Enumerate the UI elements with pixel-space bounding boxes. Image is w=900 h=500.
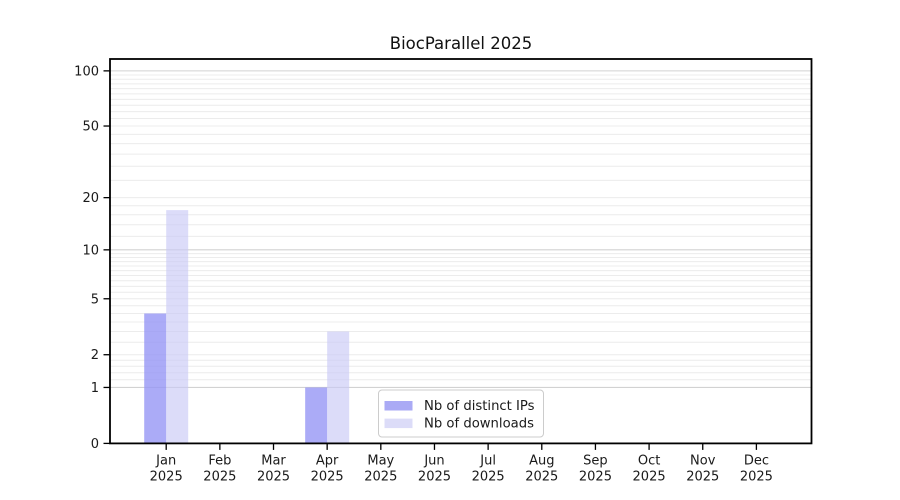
x-tick-label-year: 2025 (150, 470, 183, 485)
x-tick-label-month: Jun (423, 454, 444, 469)
y-tick-label: 10 (82, 243, 99, 258)
bar-nb-of-distinct-ips (144, 313, 167, 444)
bar-nb-of-distinct-ips (305, 387, 328, 444)
y-tick-label: 0 (91, 437, 99, 452)
x-tick-label-month: Apr (316, 454, 339, 469)
legend-swatch (384, 418, 413, 429)
x-tick-label-month: Nov (690, 454, 716, 469)
legend-label: Nb of downloads (424, 417, 534, 432)
plot-frame (109, 58, 813, 445)
x-tick-label-year: 2025 (525, 470, 558, 485)
x-tick-label-month: Oct (638, 454, 660, 469)
legend-swatch (384, 401, 413, 411)
x-tick-label-year: 2025 (418, 470, 451, 485)
x-tick-label-month: Mar (261, 454, 286, 469)
x-tick-label-year: 2025 (257, 470, 290, 485)
x-tick-label-year: 2025 (740, 470, 773, 485)
chart-title: BiocParallel 2025 (389, 34, 533, 53)
bar-nb-of-downloads (166, 210, 189, 444)
x-tick-label-year: 2025 (311, 470, 344, 485)
bar-nb-of-downloads (327, 331, 350, 444)
x-tick-label-month: Jul (479, 454, 496, 469)
y-tick-label: 20 (82, 191, 99, 206)
x-tick-label-year: 2025 (364, 470, 397, 485)
y-tick-label: 50 (82, 120, 99, 135)
x-tick-label-year: 2025 (686, 470, 719, 485)
x-tick-label-month: Dec (744, 454, 769, 469)
x-tick-label-month: Jan (155, 454, 176, 469)
y-tick-label: 5 (91, 292, 99, 307)
legend-label: Nb of distinct IPs (424, 399, 535, 414)
x-tick-label-month: May (367, 454, 394, 469)
x-tick-label-month: Aug (529, 454, 554, 469)
y-tick-label: 2 (91, 348, 99, 363)
x-tick-label-month: Feb (208, 454, 231, 469)
y-tick-label: 100 (74, 64, 99, 79)
x-tick-label-year: 2025 (579, 470, 612, 485)
x-tick-label-month: Sep (583, 454, 608, 469)
x-tick-label-year: 2025 (633, 470, 666, 485)
x-tick-label-year: 2025 (472, 470, 505, 485)
legend-box (378, 389, 544, 438)
x-tick-label-year: 2025 (203, 470, 236, 485)
y-tick-label: 1 (91, 381, 99, 396)
